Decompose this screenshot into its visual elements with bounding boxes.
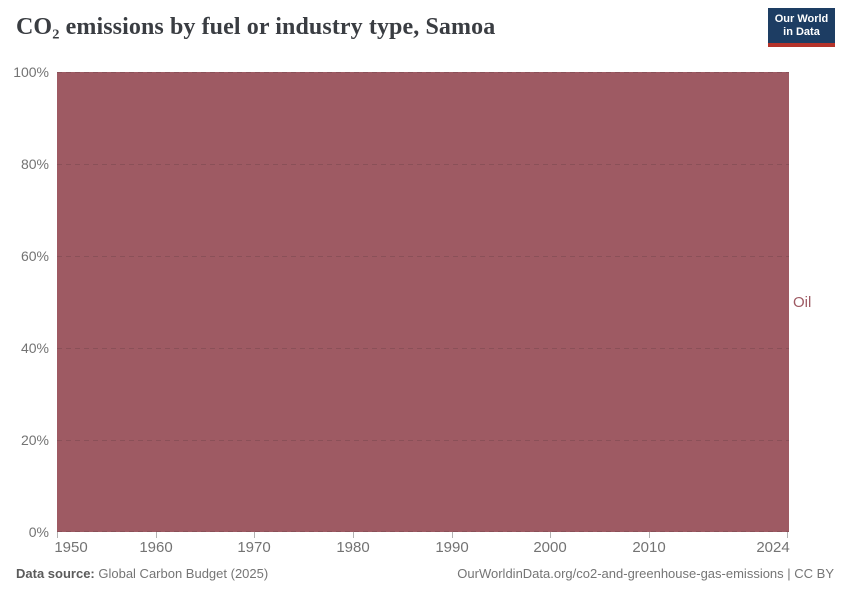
gridline-20pct: [57, 440, 789, 441]
x-tick-label: 1980: [336, 539, 370, 556]
x-tick-label: 1990: [435, 539, 469, 556]
x-tick-label: 2010: [632, 539, 666, 556]
chart-footer: Data source: Global Carbon Budget (2025)…: [16, 566, 834, 581]
data-source-note: Data source: Global Carbon Budget (2025): [16, 566, 268, 581]
gridline-80pct: [57, 164, 789, 165]
x-tick-mark: [57, 532, 58, 538]
x-tick-mark: [787, 532, 788, 538]
y-tick-label: 20%: [20, 432, 49, 448]
x-tick-label: 2024: [756, 539, 790, 556]
y-tick-label: 80%: [20, 156, 49, 172]
gridline-40pct: [57, 348, 789, 349]
footer-link[interactable]: OurWorldinData.org/co2-and-greenhouse-ga…: [457, 566, 834, 581]
plot-area-oil-series[interactable]: [57, 72, 789, 532]
y-tick-label: 100%: [13, 64, 49, 80]
y-tick-label: 0%: [28, 524, 49, 540]
owid-logo[interactable]: Our World in Data: [768, 8, 835, 47]
gridline-100pct: [57, 72, 789, 73]
data-source-value: Global Carbon Budget (2025): [94, 566, 269, 581]
x-tick-mark: [353, 532, 354, 538]
x-tick-mark: [254, 532, 255, 538]
gridline-60pct: [57, 256, 789, 257]
x-tick-label: 1960: [139, 539, 173, 556]
gridline-0pct: [57, 531, 789, 532]
x-tick-mark: [156, 532, 157, 538]
x-tick-mark: [550, 532, 551, 538]
x-tick-label: 2000: [533, 539, 567, 556]
series-label-oil: Oil: [793, 294, 812, 311]
owid-logo-line1: Our World: [774, 12, 829, 25]
owid-logo-line2: in Data: [783, 25, 820, 38]
y-tick-label: 60%: [20, 248, 49, 264]
x-tick-label: 1970: [237, 539, 271, 556]
x-tick-mark: [649, 532, 650, 538]
y-tick-label: 40%: [20, 340, 49, 356]
x-tick-label: 1950: [54, 539, 88, 556]
x-tick-mark: [452, 532, 453, 538]
chart-title: CO₂ emissions by fuel or industry type, …: [16, 14, 496, 40]
data-source-label: Data source:: [16, 566, 95, 581]
